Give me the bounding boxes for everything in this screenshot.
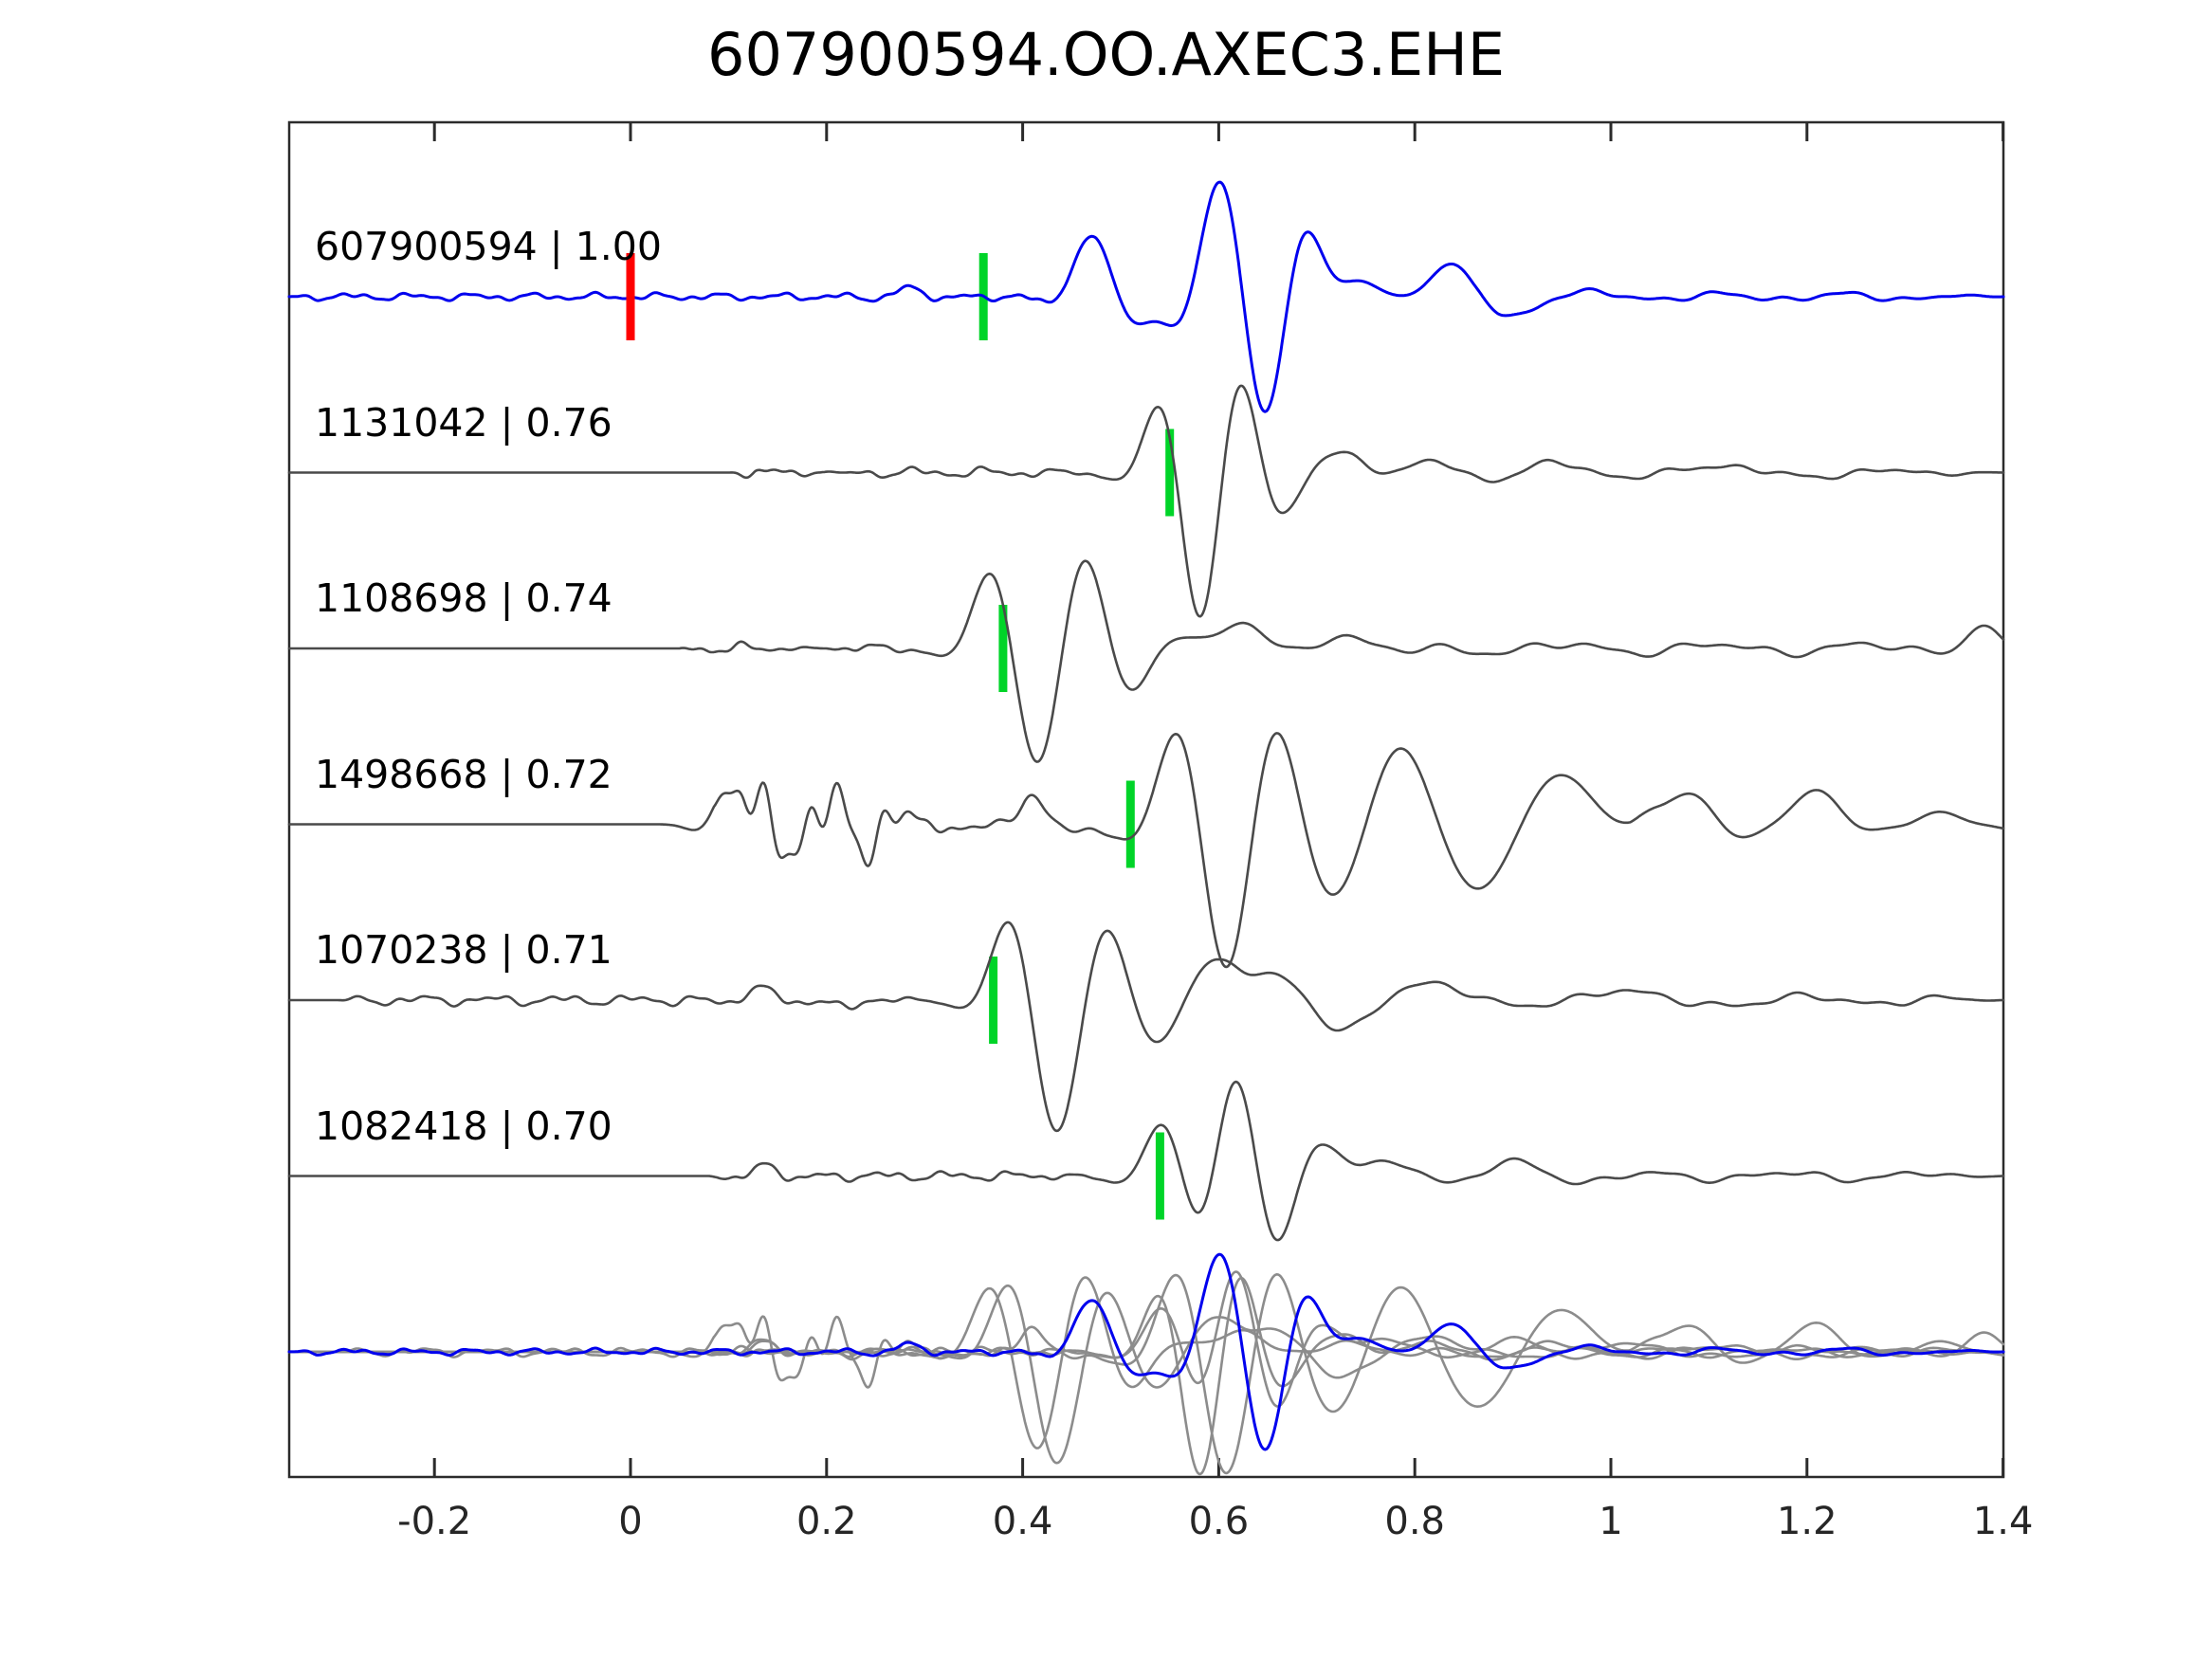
x-tick-label: 1 [1599, 1500, 1623, 1543]
waveform-trace-607900594 [287, 180, 2005, 413]
trace-label-607900594: 607900594 | 1.00 [315, 224, 662, 269]
x-tick-label: 0.8 [1384, 1500, 1445, 1543]
x-tick-label: 0.6 [1188, 1500, 1250, 1543]
trace-label-1131042: 1131042 | 0.76 [315, 399, 612, 446]
trace-label-1082418: 1082418 | 0.70 [315, 1103, 612, 1149]
plot-title: 607900594.OO.AXEC3.EHE [707, 20, 1505, 89]
waveform-trace-1131042 [287, 384, 2005, 618]
trace-label-1070238: 1070238 | 0.71 [315, 927, 612, 973]
x-tick-label: 1.4 [1972, 1500, 2034, 1543]
x-tick-label: 0 [618, 1500, 643, 1543]
trace-label-1108698: 1108698 | 0.74 [315, 575, 612, 621]
pick-marker-1082418 [1155, 1132, 1164, 1220]
trace-label-1498668: 1498668 | 0.72 [315, 751, 612, 797]
waveform-trace-1108698 [287, 559, 2005, 763]
waveform-trace-1082418 [287, 1080, 2005, 1242]
waveform-trace-1070238 [287, 921, 2005, 1133]
pick-marker-1498668 [1125, 780, 1135, 868]
axes-frame [287, 120, 2005, 1479]
x-tick-label: 1.2 [1776, 1500, 1837, 1543]
overlay-trace-reference [287, 1252, 2005, 1451]
pick-marker-1108698 [998, 605, 1008, 692]
pick-marker-1070238 [989, 957, 998, 1044]
zero-lag-marker [626, 253, 635, 340]
overlay-trace-1070238 [287, 1284, 2005, 1465]
x-tick-label: -0.2 [397, 1500, 472, 1543]
x-tick-label: 0.2 [795, 1500, 857, 1543]
x-tick-label: 0.4 [992, 1500, 1053, 1543]
waveform-trace-1498668 [287, 732, 2005, 969]
pick-marker-1131042 [1165, 428, 1175, 517]
